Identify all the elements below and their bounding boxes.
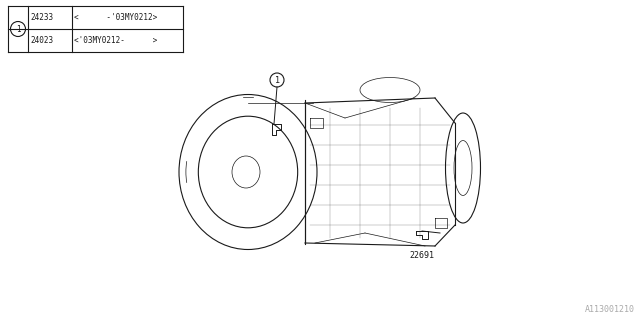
Text: <      -'03MY0212>: < -'03MY0212> <box>74 13 157 22</box>
Text: <'03MY0212-      >: <'03MY0212- > <box>74 36 157 45</box>
Text: 24233: 24233 <box>30 13 53 22</box>
Text: 22691: 22691 <box>410 251 435 260</box>
Text: 1: 1 <box>16 25 20 34</box>
Text: A113001210: A113001210 <box>585 305 635 314</box>
Text: 24023: 24023 <box>30 36 53 45</box>
Text: 1: 1 <box>275 76 280 84</box>
